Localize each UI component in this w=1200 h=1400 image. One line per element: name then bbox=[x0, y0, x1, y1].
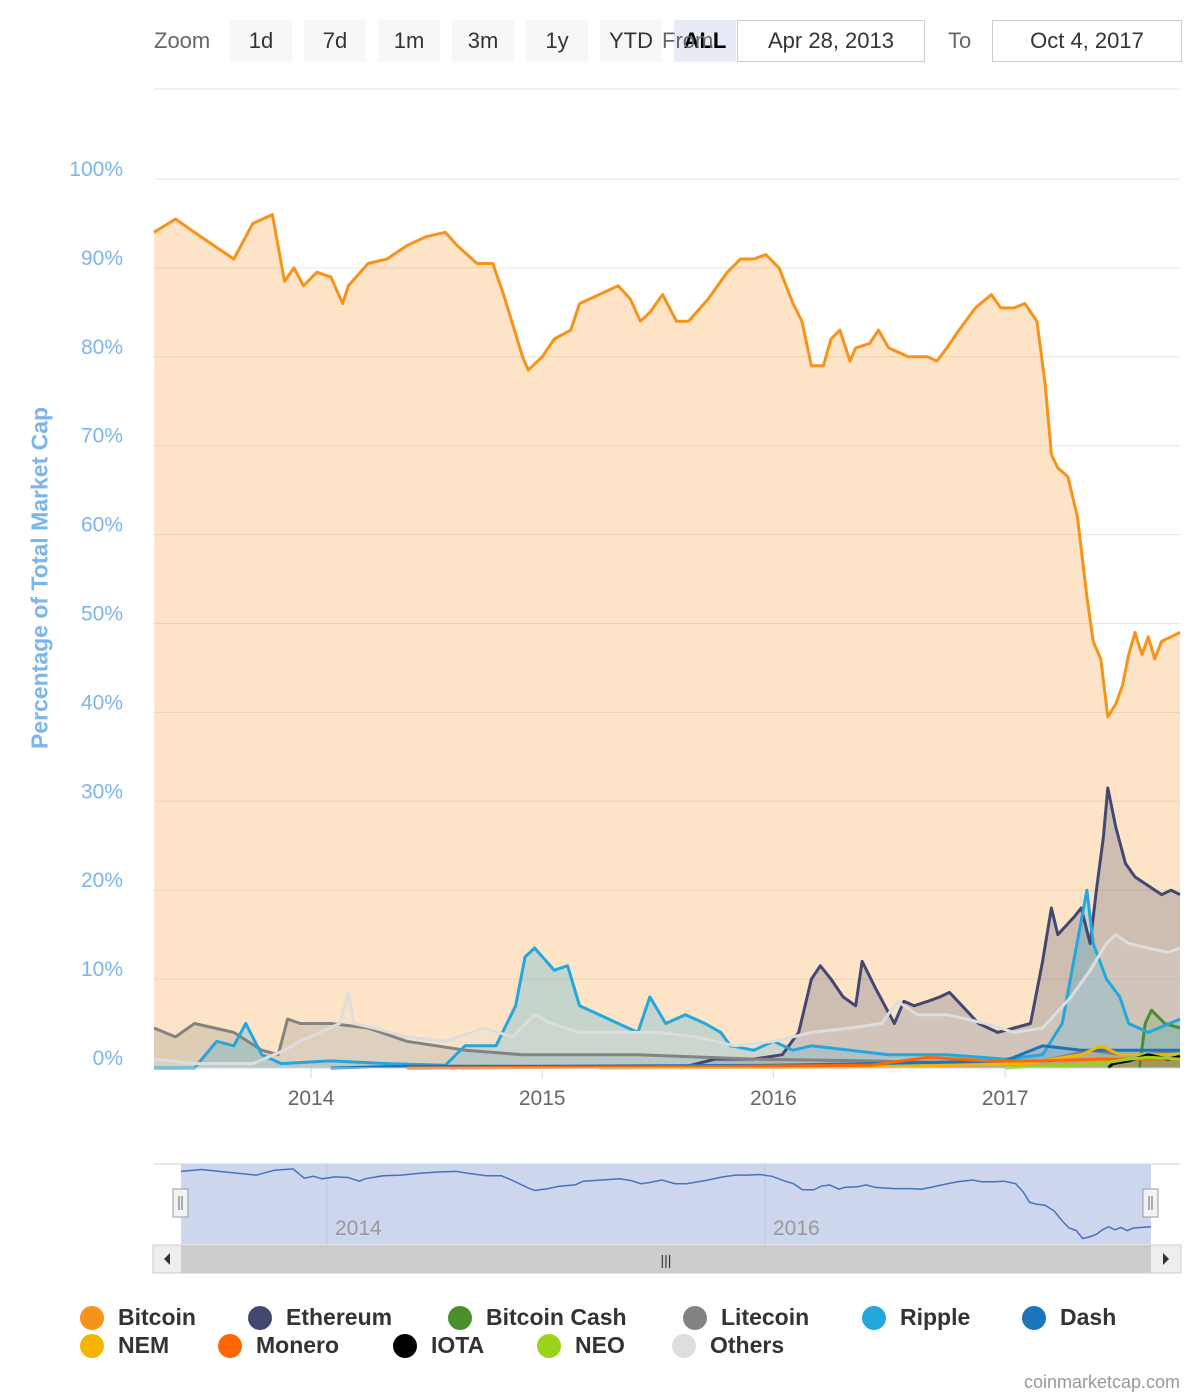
legend-dot-icon bbox=[248, 1305, 272, 1330]
legend-label: Bitcoin bbox=[118, 1304, 196, 1330]
from-label: From bbox=[662, 28, 714, 53]
zoom-1d-button[interactable]: 1d bbox=[230, 20, 292, 62]
legend-dot-icon bbox=[672, 1333, 696, 1358]
market-share-chart: 0% 10% 20% 30% 40% 50% 60% 70% 80% 90% 100% 2014 201… bbox=[69, 88, 1181, 1110]
legend-item-litecoin[interactable]: Litecoin bbox=[683, 1304, 809, 1331]
legend-item-iota[interactable]: IOTA bbox=[393, 1332, 484, 1359]
legend-item-dash[interactable]: Dash bbox=[1022, 1304, 1116, 1331]
to-date-input[interactable]: Oct 4, 2017 bbox=[992, 20, 1182, 62]
legend-label: Ethereum bbox=[286, 1304, 393, 1330]
series-line-ripple bbox=[154, 888, 1181, 1070]
legend-label: NEM bbox=[118, 1332, 170, 1358]
legend-label: Litecoin bbox=[721, 1304, 810, 1330]
legend-dot-icon bbox=[862, 1305, 886, 1330]
zoom-ytd-button[interactable]: YTD bbox=[600, 20, 662, 62]
navigator-tick-2016: 2016 bbox=[773, 1217, 820, 1240]
series-line-bitcoin-cash bbox=[1138, 1008, 1181, 1069]
series-line-litecoin bbox=[153, 1017, 1181, 1066]
navigator[interactable]: 2014 2016 ||| bbox=[0, 1150, 1200, 1280]
y-tick-label: 0% bbox=[93, 1047, 123, 1070]
series-line-others bbox=[153, 933, 1181, 1066]
credit-link[interactable]: coinmarketcap.com bbox=[1023, 1372, 1180, 1392]
x-tick-label: 2015 bbox=[519, 1087, 566, 1110]
legend-item-bitcoin-cash[interactable]: Bitcoin Cash bbox=[448, 1304, 627, 1331]
y-tick-label: 60% bbox=[81, 514, 123, 537]
legend-label: Bitcoin Cash bbox=[486, 1304, 627, 1330]
scrollbar-grip: ||| bbox=[661, 1252, 672, 1268]
legend-item-neo[interactable]: NEO bbox=[537, 1332, 625, 1359]
navigator-right-handle[interactable] bbox=[1142, 1188, 1159, 1218]
series-line-monero bbox=[406, 1055, 1180, 1070]
legend-item-nem[interactable]: NEM bbox=[80, 1332, 169, 1359]
x-tick-label: 2014 bbox=[288, 1087, 335, 1110]
series-area-litecoin bbox=[154, 1019, 1180, 1068]
zoom-all-button[interactable]: ALL bbox=[674, 20, 736, 62]
y-tick-label: 40% bbox=[81, 691, 123, 714]
y-tick-label: 90% bbox=[81, 247, 123, 270]
zoom-1m-button[interactable]: 1m bbox=[378, 20, 440, 62]
y-tick-label: 10% bbox=[81, 958, 123, 981]
legend-dot-icon bbox=[80, 1333, 104, 1358]
legend-item-ripple[interactable]: Ripple bbox=[862, 1304, 970, 1331]
legend-label: IOTA bbox=[431, 1332, 485, 1358]
legend-label: Others bbox=[710, 1332, 785, 1358]
legend-item-bitcoin[interactable]: Bitcoin bbox=[80, 1304, 196, 1331]
legend-dot-icon bbox=[683, 1305, 707, 1330]
y-tick-label: 100% bbox=[69, 158, 123, 181]
series-line-neo bbox=[1005, 1055, 1181, 1070]
legend-item-monero[interactable]: Monero bbox=[218, 1332, 339, 1359]
navigator-tick-2014: 2014 bbox=[335, 1217, 382, 1240]
legend-dot-icon bbox=[218, 1333, 242, 1358]
legend-item-ethereum[interactable]: Ethereum bbox=[248, 1304, 392, 1331]
series-area-others bbox=[154, 934, 1180, 1068]
series-line-dash bbox=[330, 1044, 1180, 1070]
series-line-bitcoin bbox=[153, 213, 1181, 719]
legend-dot-icon bbox=[80, 1305, 104, 1330]
legend-label: Ripple bbox=[900, 1304, 971, 1330]
series-area-ethereum bbox=[680, 788, 1180, 1068]
x-tick-label: 2017 bbox=[982, 1087, 1029, 1110]
scrollbar-thumb bbox=[181, 1245, 1151, 1273]
zoom-1y-button[interactable]: 1y bbox=[526, 20, 588, 62]
y-tick-label: 20% bbox=[81, 869, 123, 892]
scroll-left-arrow-icon bbox=[164, 1253, 170, 1265]
legend-label: Dash bbox=[1060, 1304, 1117, 1330]
y-tick-label: 30% bbox=[81, 780, 123, 803]
y-tick-label: 70% bbox=[81, 425, 123, 448]
scroll-right-arrow-icon bbox=[1163, 1253, 1169, 1265]
zoom-label: Zoom bbox=[154, 28, 211, 53]
y-tick-label: 80% bbox=[81, 336, 123, 359]
legend-dot-icon bbox=[1022, 1305, 1046, 1330]
series-area-bitcoin bbox=[154, 214, 1180, 1069]
navigator-series-line bbox=[180, 1168, 1152, 1240]
x-tick-label: 2016 bbox=[750, 1087, 797, 1110]
y-tick-label: 50% bbox=[81, 603, 123, 626]
navigator-left-handle[interactable] bbox=[172, 1188, 189, 1218]
series-line-nem bbox=[599, 1044, 1180, 1070]
navigator-scrollbar[interactable]: ||| bbox=[152, 1244, 1182, 1274]
legend-label: Monero bbox=[256, 1332, 340, 1358]
series-line-ethereum bbox=[679, 786, 1181, 1070]
from-date-input[interactable]: Apr 28, 2013 bbox=[737, 20, 925, 62]
to-label: To bbox=[948, 28, 972, 53]
zoom-7d-button[interactable]: 7d bbox=[304, 20, 366, 62]
legend-label: NEO bbox=[575, 1332, 625, 1358]
legend-dot-icon bbox=[393, 1333, 417, 1358]
legend-dot-icon bbox=[537, 1333, 561, 1358]
legend-dot-icon bbox=[448, 1305, 472, 1330]
zoom-3m-button[interactable]: 3m bbox=[452, 20, 514, 62]
legend-item-others[interactable]: Others bbox=[672, 1332, 784, 1359]
